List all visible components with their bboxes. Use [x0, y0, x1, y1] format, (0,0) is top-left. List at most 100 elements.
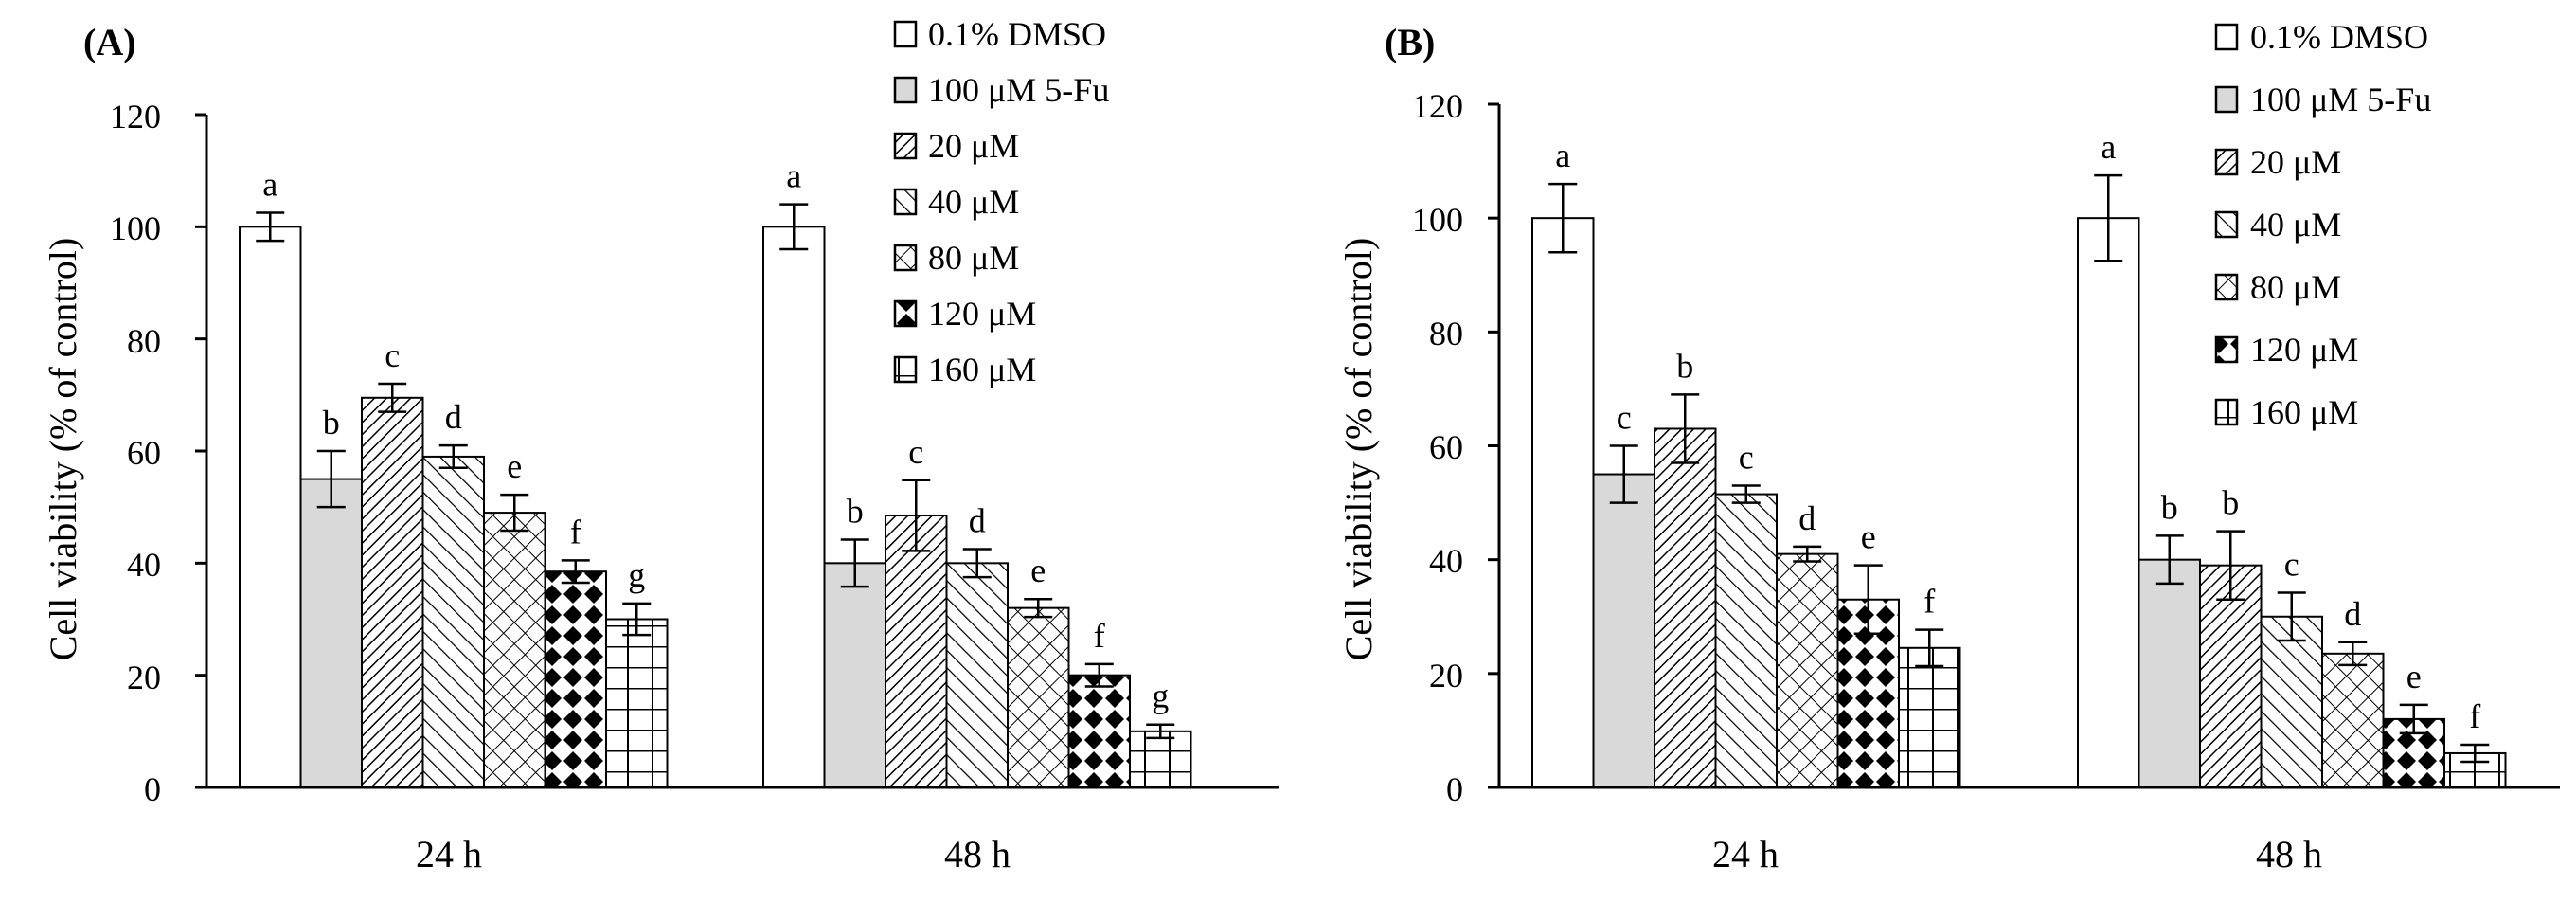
panel-b-bar — [2138, 558, 2201, 789]
panel-b-y-tick-label: 80 — [1429, 315, 1463, 352]
panel-a-bar — [361, 396, 424, 788]
panel-a-legend-label: 20 μM — [928, 127, 1019, 165]
panel-a-legend-label: 120 μM — [928, 295, 1036, 333]
panel-a-significance-letter: b — [323, 404, 340, 442]
panel-a-significance-letter: e — [1030, 551, 1046, 589]
panel-a-y-tick-label: 80 — [127, 322, 161, 360]
panel-a-legend-label: 0.1% DMSO — [928, 15, 1106, 53]
panel-a-y-axis: 0 20 40 60 80 100 120 — [110, 98, 208, 808]
panel-a: (A) Cell viability (% of control) 0 20 4… — [42, 15, 1279, 876]
panel-b-significance-letter: f — [1923, 583, 1935, 621]
panel-a-legend-swatch — [893, 188, 918, 216]
panel-b-legend-swatch — [2214, 23, 2239, 51]
panel-b-legend-label: 80 μM — [2250, 268, 2341, 306]
panel-b-y-tick-label: 120 — [1412, 87, 1463, 125]
panel-b-bar — [1898, 646, 1961, 788]
panel-a-x-tick-label: 24 h — [416, 833, 482, 876]
panel-b-y-tick-label: 0 — [1446, 770, 1463, 808]
panel-a-legend-label: 40 μM — [928, 183, 1019, 221]
panel-a-y-tick-label: 0 — [144, 770, 161, 808]
panel-b-y-tick-label: 60 — [1429, 428, 1463, 466]
panel-b-significance-letter: b — [1676, 347, 1693, 385]
panel-b-x-tick-label: 48 h — [2256, 833, 2322, 876]
panel-a-significance-letter: f — [1094, 617, 1105, 655]
panel-a-significance-letter: c — [908, 433, 923, 471]
panel-b-legend-label: 0.1% DMSO — [2250, 18, 2428, 56]
panel-b-legend-label: 20 μM — [2250, 143, 2341, 181]
panel-b-y-tick-label: 20 — [1429, 657, 1463, 695]
panel-b: (B) Cell viability (% of control) 0 20 4… — [1337, 18, 2560, 876]
panel-b-bar — [2077, 217, 2140, 788]
panel-a-significance-letter: g — [628, 556, 645, 594]
panel-b-bar — [2260, 615, 2323, 788]
panel-a-legend-label: 100 μM 5-Fu — [928, 71, 1109, 109]
panel-a-legend-swatch — [893, 20, 918, 48]
panel-a-bar — [421, 455, 485, 788]
panel-b-label: (B) — [1385, 21, 1435, 63]
panel-a-bar — [1007, 606, 1070, 789]
panel-a-bar — [1129, 730, 1192, 788]
panel-a-significance-letter: d — [969, 502, 986, 540]
panel-a-legend: 0.1% DMSO 100 μM 5-Fu 20 μM 40 μM 80 μM … — [893, 15, 1109, 388]
panel-b-legend-swatch — [2214, 273, 2239, 301]
panel-a-bar — [483, 512, 546, 788]
panel-a-significance-letter: f — [570, 513, 581, 551]
panel-a-significance-letter: d — [445, 398, 462, 436]
panel-a-significance-letter: a — [786, 157, 801, 195]
panel-a-bar — [945, 562, 1009, 788]
panel-b-significance-letter: a — [1555, 136, 1570, 174]
panel-b-significance-letter: e — [1861, 518, 1876, 556]
panel-a-bar — [544, 570, 607, 788]
panel-b-legend-label: 160 μM — [2250, 393, 2358, 431]
panel-a-y-tick-label: 120 — [110, 98, 161, 135]
panel-a-legend-swatch — [893, 132, 918, 160]
panel-a-significance-letter: a — [262, 166, 277, 204]
panel-b-bar — [1654, 427, 1717, 788]
panel-b-significance-letter: b — [2222, 484, 2239, 522]
panel-b-legend-swatch — [2214, 398, 2239, 426]
panel-b-significance-letter: d — [1798, 499, 1816, 537]
panel-b-bar — [1776, 552, 1839, 788]
panel-b-bar — [2199, 564, 2263, 788]
panel-b-y-axis: 0 20 40 60 80 100 120 — [1412, 87, 1501, 808]
panel-b-legend: 0.1% DMSO 100 μM 5-Fu 20 μM 40 μM 80 μM … — [2214, 18, 2431, 431]
panel-a-significance-letter: e — [507, 447, 522, 485]
panel-a-y-tick-label: 60 — [127, 434, 161, 472]
panel-a-legend-swatch — [893, 76, 918, 104]
panel-b-y-tick-label: 40 — [1429, 542, 1463, 580]
panel-a-significance-letter: g — [1152, 677, 1169, 715]
panel-a-legend-label: 80 μM — [928, 239, 1019, 277]
panel-b-significance-letter: c — [2284, 546, 2299, 584]
panel-a-x-tick-label: 48 h — [944, 833, 1011, 876]
panel-b-significance-letter: d — [2344, 595, 2361, 633]
panel-b-legend-swatch — [2214, 210, 2239, 239]
panel-a-bar — [299, 478, 363, 788]
panel-a-bar — [762, 226, 826, 789]
panel-b-significance-letter: e — [2406, 658, 2422, 695]
panel-a-bar — [1067, 674, 1131, 789]
panel-a-y-axis-label: Cell viability (% of control) — [42, 238, 84, 661]
panel-a-y-tick-label: 40 — [127, 546, 161, 584]
panel-b-significance-letter: b — [2161, 488, 2178, 526]
panel-a-significance-letter: c — [385, 336, 400, 374]
panel-a-significance-letter: b — [847, 492, 864, 530]
panel-a-y-tick-label: 100 — [110, 209, 161, 247]
panel-b-legend-label: 40 μM — [2250, 206, 2341, 244]
panel-a-bar — [239, 226, 302, 789]
panel-a-bars: a b c d e f g a b c d e f g — [195, 113, 1192, 789]
panel-a-bar — [605, 618, 669, 788]
panel-a-legend-swatch — [893, 244, 918, 272]
panel-b-legend-swatch — [2214, 85, 2239, 114]
panel-a-legend-swatch — [893, 299, 918, 328]
panel-a-label: (A) — [83, 21, 136, 63]
panel-b-y-axis-label: Cell viability (% of control) — [1337, 238, 1380, 661]
panel-b-bar — [1531, 217, 1595, 788]
panel-b-y-tick-label: 100 — [1412, 201, 1463, 239]
panel-b-significance-letter: c — [1617, 399, 1632, 437]
panel-b-significance-letter: a — [2101, 128, 2116, 166]
panel-a-bar — [823, 562, 886, 788]
panel-b-legend-label: 100 μM 5-Fu — [2250, 81, 2431, 118]
panel-a-legend-swatch — [893, 355, 918, 384]
panel-b-bar — [2321, 652, 2385, 788]
